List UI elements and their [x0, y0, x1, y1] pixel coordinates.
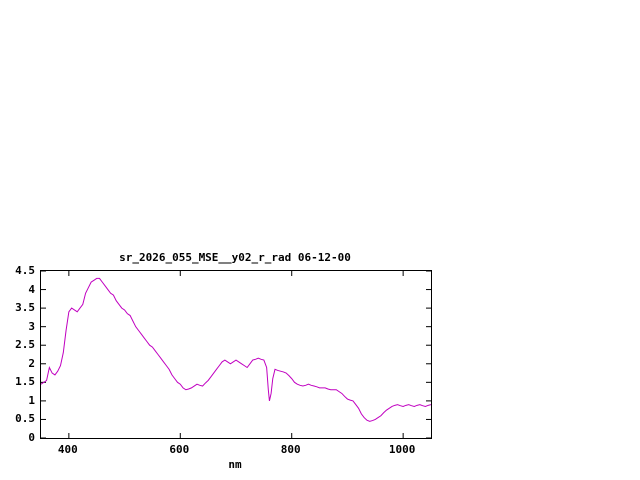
chart-title: sr_2026_055_MSE__y02_r_rad 06-12-00: [119, 251, 351, 264]
x-axis-tick-label: 800: [280, 443, 301, 456]
spectrum-line: [41, 277, 431, 422]
y-axis-tick-label: 4: [28, 282, 35, 296]
y-axis-tick-label: 2.5: [15, 338, 35, 352]
y-axis-tick-label: 3.5: [15, 301, 35, 315]
y-axis-tick-label: 0.5: [15, 412, 35, 426]
y-axis-tick-label: 4.5: [15, 264, 35, 277]
y-axis-tick-label: 0: [28, 431, 35, 444]
x-axis-tick-label: 600: [169, 443, 190, 456]
y-axis-tick-label: 1.5: [15, 375, 35, 389]
x-axis-tick-label: 400: [57, 443, 78, 456]
spectrum-plot-canvas: [41, 271, 431, 438]
y-axis-tick-label: 1: [28, 393, 35, 407]
x-axis-tick-label: 1000: [388, 443, 416, 456]
y-axis-tick-label: 2: [28, 356, 35, 370]
plot-area: [40, 270, 432, 439]
x-axis-label: nm: [228, 458, 242, 471]
y-axis-tick-label: 3: [28, 319, 35, 333]
